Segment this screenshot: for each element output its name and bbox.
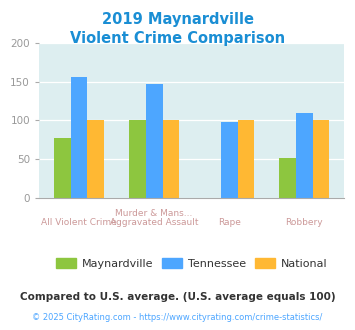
Text: 2019 Maynardville: 2019 Maynardville <box>102 12 253 26</box>
Text: © 2025 CityRating.com - https://www.cityrating.com/crime-statistics/: © 2025 CityRating.com - https://www.city… <box>32 313 323 322</box>
Text: All Violent Crime: All Violent Crime <box>41 218 117 227</box>
Text: Murder & Mans...: Murder & Mans... <box>115 209 193 218</box>
Text: Rape: Rape <box>218 218 241 227</box>
Bar <box>279 158 296 198</box>
Bar <box>129 120 146 198</box>
Bar <box>296 113 313 198</box>
Text: Aggravated Assault: Aggravated Assault <box>110 218 198 227</box>
Text: Violent Crime Comparison: Violent Crime Comparison <box>70 31 285 46</box>
Bar <box>87 120 104 198</box>
Bar <box>221 122 237 198</box>
Text: Robbery: Robbery <box>285 218 323 227</box>
Legend: Maynardville, Tennessee, National: Maynardville, Tennessee, National <box>52 253 332 273</box>
Bar <box>237 120 254 198</box>
Bar <box>54 138 71 198</box>
Bar <box>163 120 179 198</box>
Bar <box>313 120 329 198</box>
Bar <box>71 77 87 198</box>
Text: Compared to U.S. average. (U.S. average equals 100): Compared to U.S. average. (U.S. average … <box>20 292 335 302</box>
Bar <box>146 84 163 198</box>
